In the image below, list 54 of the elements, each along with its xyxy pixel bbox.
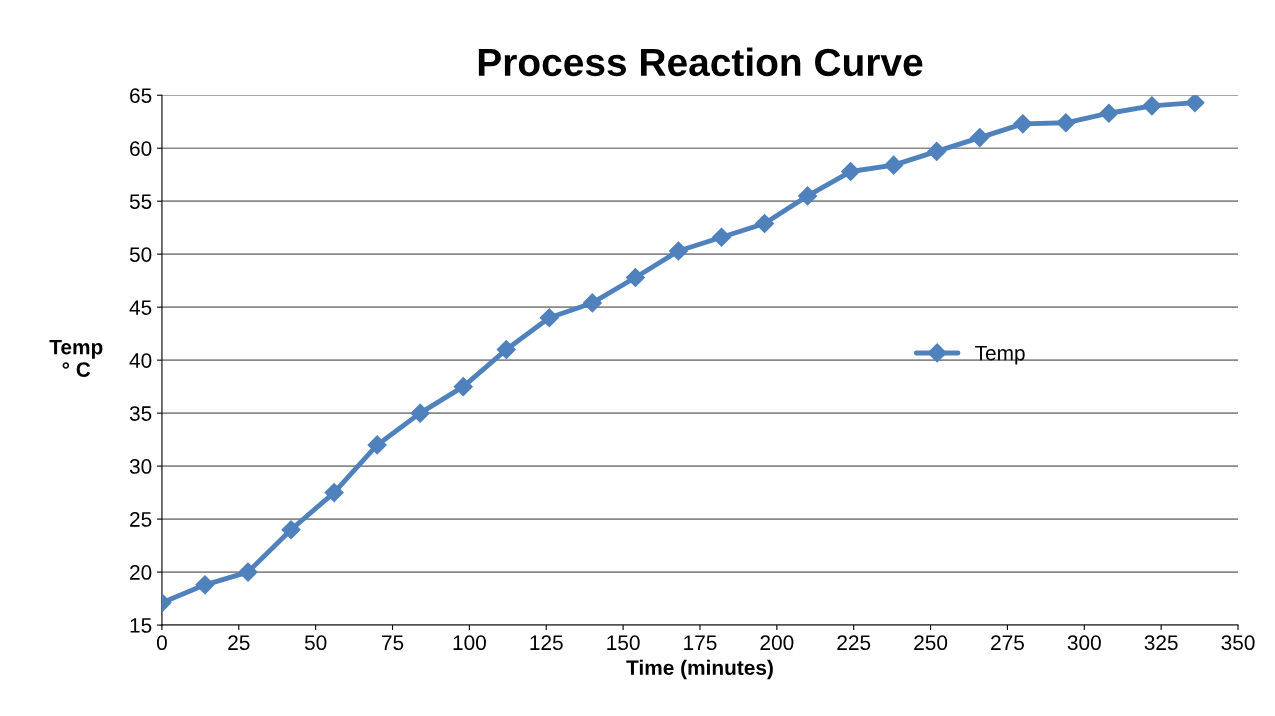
- point: [324, 483, 344, 503]
- x-axis-title: Time (minutes): [626, 659, 773, 680]
- point: [970, 128, 990, 148]
- point: [1013, 114, 1033, 134]
- x-tick-label: 350: [1221, 635, 1255, 651]
- point: [453, 377, 473, 397]
- x-tick-label: 175: [684, 635, 717, 651]
- point: [927, 141, 947, 161]
- x-tick-label: 200: [760, 635, 794, 651]
- point: [539, 308, 559, 328]
- point: [367, 435, 387, 455]
- x-tick-label: 25: [228, 635, 250, 651]
- x-tick-label: 125: [530, 635, 563, 651]
- x-tick-label: 100: [453, 635, 486, 651]
- y-axis-title: Temp ° C: [49, 339, 103, 377]
- x-tick-label: 75: [382, 635, 404, 651]
- chart-title: Process Reaction Curve: [478, 47, 923, 77]
- point: [582, 293, 602, 313]
- point: [841, 161, 861, 182]
- point: [668, 241, 688, 261]
- point: [281, 520, 301, 540]
- y-tick-label: 20: [130, 565, 152, 580]
- point: [1056, 113, 1076, 133]
- x-tick-label: 225: [837, 635, 871, 651]
- point: [238, 562, 258, 582]
- point: [1142, 96, 1162, 116]
- legend-label: Temp: [975, 345, 1025, 365]
- x-tick-label: 50: [304, 635, 327, 651]
- y-tick-label: 25: [130, 512, 152, 527]
- y-tick-label: 65: [130, 88, 152, 103]
- x-tick-label: 150: [607, 635, 640, 651]
- point: [711, 227, 732, 247]
- point: [798, 186, 818, 206]
- y-tick-label: 40: [129, 353, 152, 368]
- point: [496, 340, 516, 360]
- x-tick-label: 250: [914, 635, 948, 651]
- x-tick-label: 0: [156, 635, 167, 651]
- point: [884, 155, 904, 175]
- point: [410, 403, 430, 423]
- y-tick-label: 50: [129, 247, 152, 262]
- x-tick-label: 300: [1067, 635, 1101, 651]
- y-tick-label: 60: [130, 141, 152, 156]
- y-tick-label: 30: [129, 459, 152, 474]
- y-tick-label: 35: [129, 406, 152, 421]
- x-tick-label: 275: [991, 635, 1024, 651]
- point: [195, 575, 215, 595]
- point: [1185, 95, 1205, 113]
- x-tick-label: 325: [1144, 635, 1178, 651]
- y-tick-label: 15: [130, 618, 152, 633]
- point: [625, 267, 645, 288]
- point: [1099, 103, 1119, 123]
- point: [755, 213, 775, 233]
- y-tick-label: 55: [129, 194, 152, 209]
- y-tick-label: 45: [129, 300, 152, 315]
